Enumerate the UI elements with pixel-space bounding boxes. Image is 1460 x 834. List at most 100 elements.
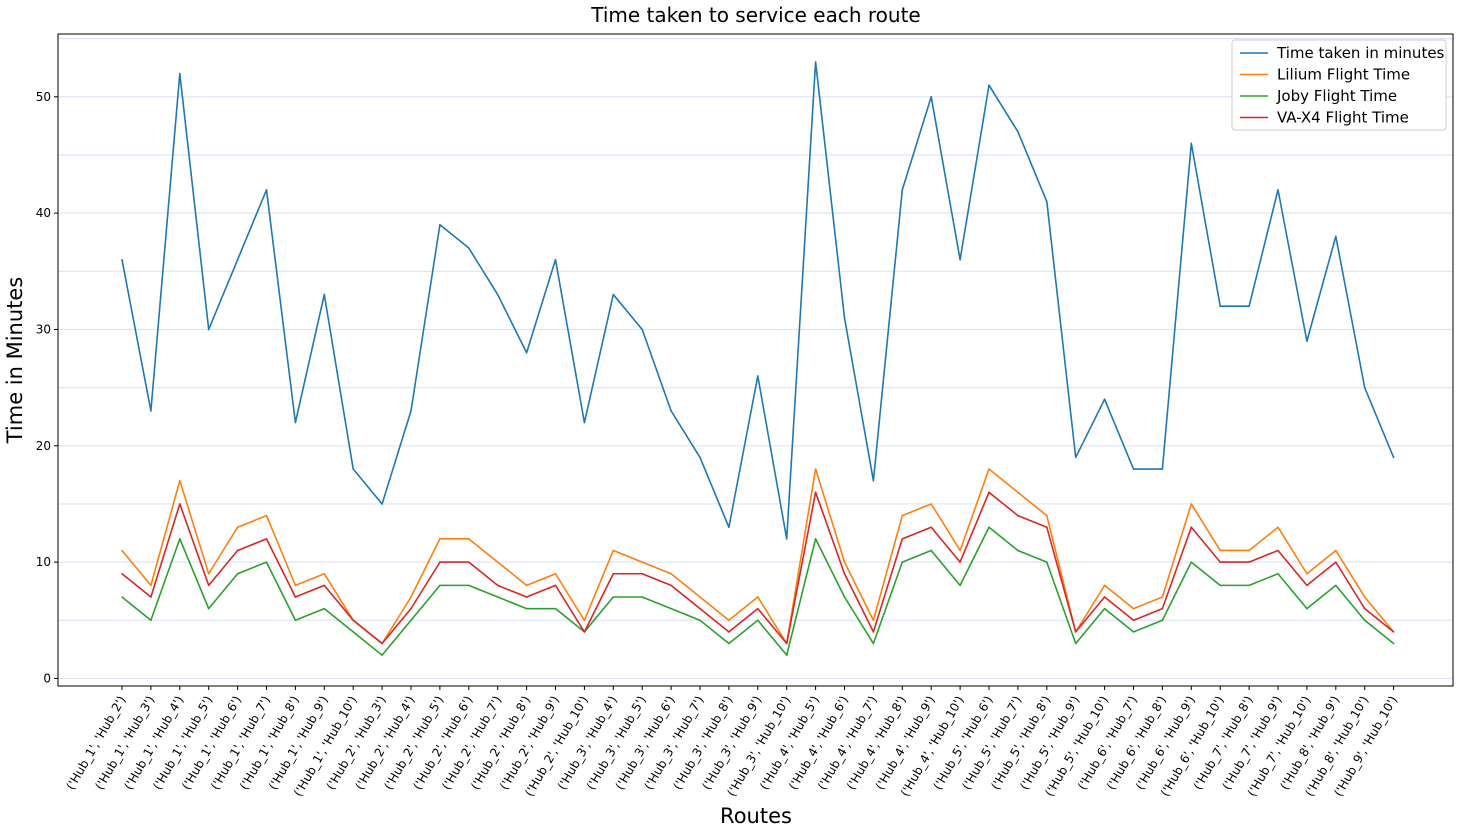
data-point [757,375,759,377]
data-point [1190,526,1193,529]
data-point [121,258,123,261]
chart-title: Time taken to service each route [590,3,920,27]
data-point [1219,305,1221,307]
data-point [439,223,441,226]
y-tick-label: 50 [36,90,51,104]
data-point [612,549,615,552]
legend-box [1231,39,1447,131]
data-point [207,584,210,587]
data-point [496,561,499,563]
data-point [207,572,210,575]
data-point [728,526,730,529]
data-point [959,549,961,552]
data-point [1190,503,1193,505]
data-point [757,596,759,598]
data-point [236,549,239,552]
series-joby-flight-time [121,526,1395,656]
data-point [179,479,181,482]
data-point [525,607,528,610]
data-point [959,584,961,587]
plot-frame [57,33,1454,687]
data-point [352,468,355,470]
data-point [901,561,904,563]
data-point [525,351,528,354]
data-point [1074,642,1077,645]
data-point [265,514,268,517]
legend-label: Joby Flight Time [1276,87,1397,105]
data-point [988,526,990,529]
data-point [525,596,528,598]
data-point [1074,456,1077,459]
data-point [179,503,181,505]
data-point [150,584,152,587]
data-point [641,561,643,563]
data-point [699,596,701,598]
data-point [294,584,297,587]
data-point [1392,456,1395,459]
legend: Time taken in minutes Lilium Flight Time J… [1231,39,1447,131]
data-point [843,561,846,563]
data-point [1017,491,1019,494]
x-axis-label: Routes [720,804,792,828]
data-point [583,631,586,633]
data-point [1392,631,1395,633]
data-point [554,584,557,587]
series-va-x4-flight-time [121,491,1395,645]
data-point [843,572,846,575]
data-point [1161,619,1164,622]
data-point [554,607,557,610]
data-point [641,596,643,598]
y-tick-label: 0 [43,671,51,685]
data-point [785,642,788,645]
data-point [728,631,730,633]
data-point [901,189,904,191]
data-point [1046,561,1048,563]
data-point [901,514,904,517]
data-point [207,607,210,610]
data-point [381,503,383,505]
data-point [410,596,412,598]
legend-label: Time taken in minutes [1276,44,1445,62]
data-point [1161,596,1164,598]
data-point [150,619,152,622]
data-point [1335,235,1337,238]
data-point [1277,189,1279,191]
legend-label: VA-X4 Flight Time [1277,109,1409,127]
data-point [1306,584,1308,587]
data-point [352,619,355,622]
data-point [1248,305,1250,307]
data-point [1161,468,1164,470]
data-point [670,584,672,587]
data-point [1219,584,1221,587]
data-point [1132,631,1135,633]
data-point [757,607,759,610]
data-point [150,410,152,412]
grid-lines [58,38,1453,680]
data-point [525,584,528,587]
data-point [930,96,932,98]
data-point [1074,631,1077,633]
data-point [1103,398,1106,401]
data-point [988,468,990,470]
data-point [988,491,990,494]
data-point [496,596,499,598]
data-point [1017,549,1019,552]
data-point [323,293,326,296]
data-point [121,572,123,575]
data-point [1306,340,1308,342]
data-point [236,572,239,575]
data-point [699,619,701,622]
data-point [843,317,846,319]
data-point [930,503,932,505]
data-point [699,456,701,459]
data-point [1132,607,1135,610]
data-point [814,491,817,494]
data-point [1248,584,1250,587]
data-point [1363,607,1366,610]
data-point [728,642,730,645]
data-point [1363,619,1366,622]
data-point [583,421,586,424]
data-point [959,561,961,563]
data-point [757,619,759,622]
